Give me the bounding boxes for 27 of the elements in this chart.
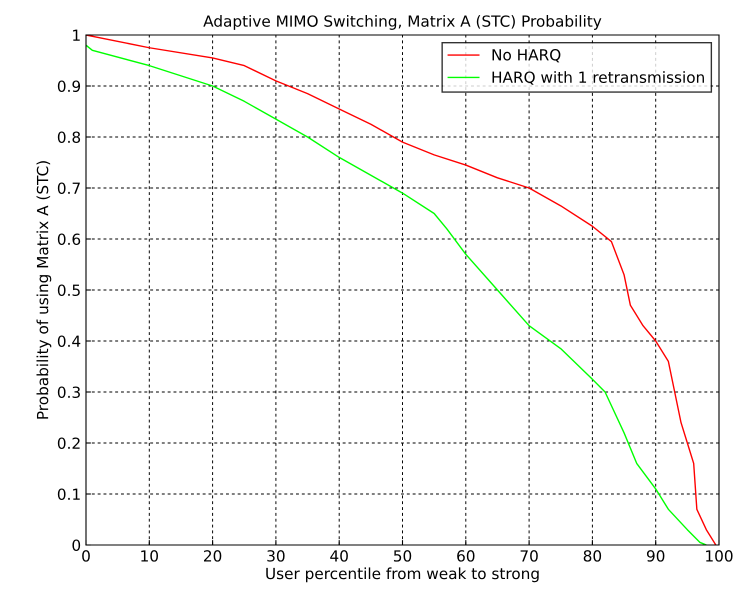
y-tick-label: 0.9 <box>58 80 80 92</box>
chart-title: Adaptive MIMO Switching, Matrix A (STC) Probability <box>203 15 602 30</box>
x-tick-label: 50 <box>394 550 412 562</box>
y-tick-label: 0.6 <box>58 233 80 246</box>
x-tick-label: 70 <box>520 550 538 562</box>
y-tick-label: 0.7 <box>58 182 80 194</box>
y-tick-label: 0.4 <box>58 335 80 348</box>
y-tick-label: 0 <box>72 539 80 552</box>
y-tick-label: 0.3 <box>58 386 80 398</box>
y-tick-label: 0.8 <box>58 131 80 144</box>
y-tick-label: 0.1 <box>58 488 80 500</box>
y-tick-label: 1 <box>73 30 80 41</box>
x-tick-label: 20 <box>204 550 222 562</box>
x-tick-label: 60 <box>457 550 475 562</box>
x-tick-label: 100 <box>706 550 733 562</box>
legend-label: No HARQ <box>492 49 560 62</box>
x-tick-label: 40 <box>330 550 348 562</box>
y-axis-title: Probability of using Matrix A (STC) <box>36 161 52 419</box>
x-tick-label: 80 <box>584 550 602 562</box>
x-axis-title: User percentile from weak to strong <box>266 567 539 582</box>
x-tick-label: 90 <box>646 550 664 562</box>
x-tick-label: 10 <box>141 550 158 562</box>
x-tick-label: 30 <box>267 550 285 562</box>
legend-label: HARQ with 1 retransmission <box>492 71 704 85</box>
y-tick-label: 0.5 <box>58 284 80 296</box>
y-tick-label: 0.2 <box>58 437 80 450</box>
x-tick-label: 0 <box>82 550 90 562</box>
